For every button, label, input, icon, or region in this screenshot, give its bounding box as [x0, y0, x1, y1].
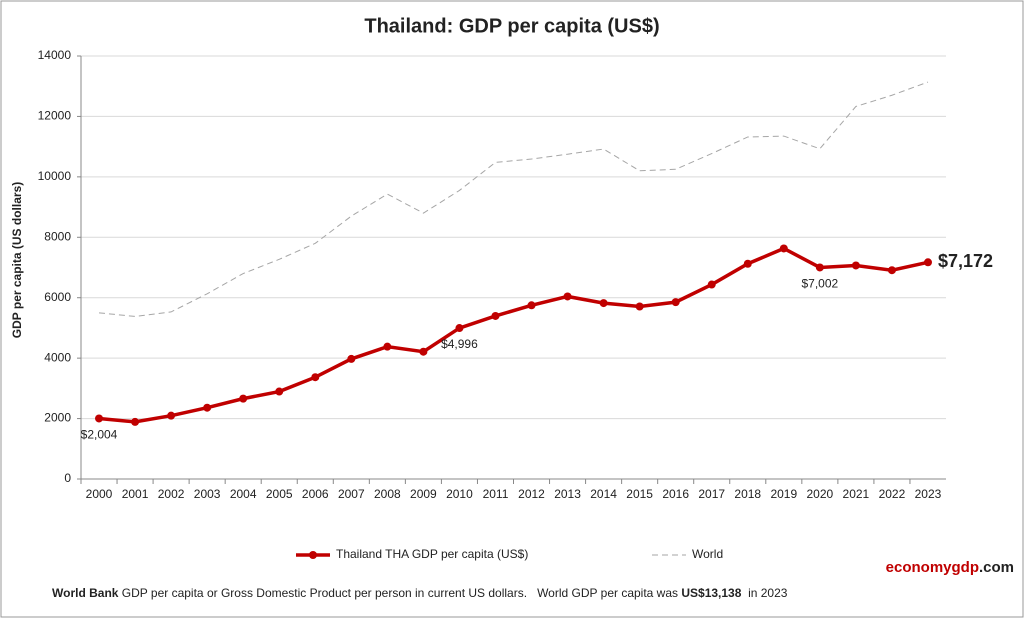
data-label: $7,002 [802, 277, 839, 291]
data-point [743, 259, 752, 268]
data-point [599, 299, 608, 308]
y-axis-label: GDP per capita (US dollars) [10, 182, 24, 339]
footnote: World Bank GDP per capita or Gross Domes… [52, 586, 788, 600]
y-tick-label: 2000 [44, 411, 71, 425]
data-point [851, 261, 860, 270]
x-tick-label: 2005 [266, 487, 293, 501]
legend-label: World [692, 547, 723, 561]
x-tick-label: 2001 [122, 487, 149, 501]
data-point [275, 387, 284, 396]
x-tick-label: 2000 [86, 487, 113, 501]
x-tick-label: 2004 [230, 487, 257, 501]
brand: economygdp.com [886, 559, 1014, 576]
data-point [95, 414, 104, 423]
data-point [707, 280, 716, 289]
brand-part: .com [979, 559, 1014, 576]
y-tick-label: 6000 [44, 290, 71, 304]
x-tick-label: 2015 [626, 487, 653, 501]
y-tick-label: 0 [64, 471, 71, 485]
x-tick-label: 2003 [194, 487, 221, 501]
x-tick-label: 2021 [843, 487, 870, 501]
brand-part: economygdp [886, 559, 979, 576]
y-tick-label: 14000 [38, 48, 72, 62]
data-point [383, 342, 392, 351]
y-tick-label: 8000 [44, 229, 71, 243]
data-label: $2,004 [81, 428, 118, 442]
chart-title: Thailand: GDP per capita (US$) [364, 15, 659, 37]
data-label: $4,996 [441, 337, 478, 351]
x-tick-label: 2022 [879, 487, 906, 501]
data-label: $7,172 [938, 251, 993, 271]
data-point [923, 258, 932, 267]
footnote-part: GDP per capita or Gross Domestic Product… [118, 586, 681, 600]
x-tick-label: 2017 [698, 487, 725, 501]
data-point [131, 417, 140, 426]
footnote-part: World Bank [52, 586, 119, 600]
x-tick-label: 2018 [734, 487, 761, 501]
data-point [455, 324, 464, 333]
footnote-part: US$13,138 [681, 586, 741, 600]
data-point [527, 301, 536, 310]
x-tick-label: 2019 [770, 487, 797, 501]
x-tick-label: 2020 [807, 487, 834, 501]
data-point [887, 266, 896, 275]
x-tick-label: 2006 [302, 487, 329, 501]
data-point [491, 311, 500, 320]
data-point [671, 298, 680, 307]
legend-marker [309, 551, 317, 559]
y-tick-label: 4000 [44, 350, 71, 364]
x-tick-label: 2013 [554, 487, 581, 501]
x-tick-label: 2011 [483, 487, 509, 501]
y-tick-label: 12000 [38, 109, 72, 123]
legend-label: Thailand THA GDP per capita (US$) [336, 547, 528, 561]
footnote-part: in 2023 [741, 586, 787, 600]
x-tick-label: 2007 [338, 487, 365, 501]
x-tick-label: 2002 [158, 487, 185, 501]
data-point [239, 394, 248, 403]
data-point [167, 411, 176, 420]
y-tick-label: 10000 [38, 169, 72, 183]
data-point [815, 263, 824, 272]
x-tick-label: 2010 [446, 487, 473, 501]
data-point [311, 373, 320, 382]
x-tick-label: 2016 [662, 487, 689, 501]
data-point [203, 403, 212, 412]
data-point [419, 347, 428, 356]
data-point [347, 354, 356, 363]
data-point [779, 244, 788, 253]
series-line [98, 246, 929, 424]
x-tick-label: 2009 [410, 487, 437, 501]
x-tick-label: 2012 [518, 487, 545, 501]
data-point [635, 302, 644, 311]
x-tick-label: 2014 [590, 487, 617, 501]
x-tick-label: 2023 [915, 487, 942, 501]
data-point [563, 292, 572, 301]
x-tick-label: 2008 [374, 487, 401, 501]
